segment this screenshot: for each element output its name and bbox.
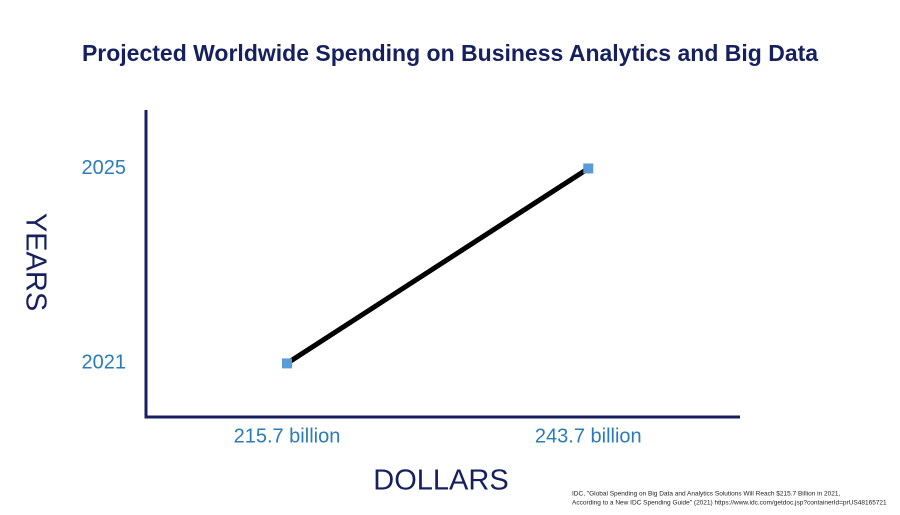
y-tick-label: 2025: [82, 157, 127, 179]
x-tick-label: 243.7 billion: [535, 425, 642, 447]
chart-title: Projected Worldwide Spending on Business…: [82, 40, 818, 66]
y-axis-label: YEARS: [19, 213, 51, 311]
y-tick-label: 2021: [82, 352, 127, 374]
data-point: [281, 358, 292, 369]
x-axis-label: DOLLARS: [373, 465, 508, 497]
source-note: IDC, "Global Spending on Big Data and An…: [572, 491, 840, 498]
source-note: According to a New IDC Spending Guide" (…: [572, 500, 887, 507]
data-point: [583, 163, 594, 174]
data-line: [285, 166, 590, 366]
x-tick-label: 215.7 billion: [234, 425, 341, 447]
